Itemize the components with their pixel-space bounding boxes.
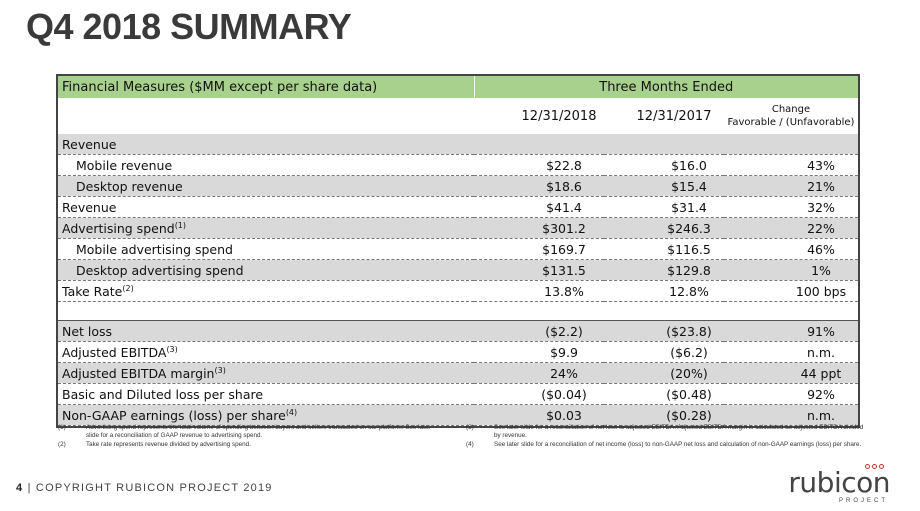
row-label: Mobile revenue <box>58 154 474 176</box>
change-label: Change <box>771 104 811 115</box>
value-2018: $301.2 <box>474 217 604 239</box>
value-2018: ($2.2) <box>474 320 604 342</box>
logo-wordmark: rubicon <box>788 466 890 499</box>
value-2017: ($23.8) <box>604 320 724 342</box>
header-financial-measures: Financial Measures ($MM except per share… <box>58 76 475 98</box>
footer-copyright: 4 | COPYRIGHT RUBICON PROJECT 2019 <box>16 482 273 494</box>
table-row: Desktop revenue $18.6 $15.4 21% <box>58 175 858 197</box>
value-change: n.m. <box>724 341 858 363</box>
row-label: Advertising spend(1) <box>58 217 474 239</box>
table-row: Basic and Diluted loss per share ($0.04)(… <box>58 383 858 405</box>
table-row: Take Rate(2) 13.8% 12.8% 100 bps <box>58 280 858 302</box>
value-2017: $16.0 <box>604 154 724 176</box>
footnotes-right: (3) See later slide for a reconciliation … <box>466 424 866 449</box>
value-2017 <box>604 134 724 155</box>
value-2018: ($0.04) <box>474 383 604 405</box>
footnote-ref: (3) <box>166 344 178 354</box>
page-title: Q4 2018 SUMMARY <box>26 6 352 47</box>
value-2017: $116.5 <box>604 238 724 260</box>
value-change: n.m. <box>724 404 858 426</box>
header-three-months-ended: Three Months Ended <box>474 76 858 98</box>
footer-separator: | <box>27 482 32 494</box>
footnotes-left: (1) Advertising spend represents the tota… <box>58 424 438 449</box>
value-2018 <box>474 134 604 155</box>
footnote: (1) Advertising spend represents the tota… <box>58 424 431 440</box>
table-row: Adjusted EBITDA(3) $9.9 ($6.2) n.m. <box>58 341 858 363</box>
table-row: Revenue $41.4 $31.4 32% <box>58 196 858 218</box>
row-label: Adjusted EBITDA(3) <box>58 341 474 363</box>
value-2017: $31.4 <box>604 196 724 218</box>
value-change: 91% <box>724 320 858 342</box>
value-change: 44 ppt <box>724 362 858 384</box>
value-change: 21% <box>724 175 858 197</box>
row-label: Desktop advertising spend <box>58 259 474 281</box>
value-change: 32% <box>724 196 858 218</box>
table-row: Mobile revenue $22.8 $16.0 43% <box>58 154 858 176</box>
change-sublabel: Favorable / (Unfavorable) <box>727 117 855 128</box>
section-spacer <box>58 301 858 321</box>
row-label: Revenue <box>58 134 474 155</box>
footnote: (2) Take rate represents revenue divided … <box>58 440 251 448</box>
table-header-row: Financial Measures ($MM except per share… <box>58 76 858 98</box>
value-2018: $0.03 <box>474 404 604 426</box>
value-2018: 24% <box>474 362 604 384</box>
footnote-ref: (3) <box>214 365 226 375</box>
value-2017: $129.8 <box>604 259 724 281</box>
value-change: 22% <box>724 217 858 239</box>
value-2018: $41.4 <box>474 196 604 218</box>
value-change: 100 bps <box>724 280 858 302</box>
value-2017: 12.8% <box>604 280 724 302</box>
row-label: Net loss <box>58 320 474 342</box>
column-header-change: Change Favorable / (Unfavorable) <box>724 98 858 134</box>
table-row: Mobile advertising spend $169.7 $116.5 46% <box>58 238 858 260</box>
value-2017: ($0.28) <box>604 404 724 426</box>
footnote-ref: (4) <box>285 407 298 417</box>
row-label: Desktop revenue <box>58 175 474 197</box>
table-row: Revenue <box>58 134 858 155</box>
logo-dots-icon <box>865 464 884 469</box>
column-header-2017: 12/31/2017 <box>636 108 712 124</box>
table-row: Desktop advertising spend $131.5 $129.8 1% <box>58 259 858 281</box>
page-number: 4 <box>16 482 24 494</box>
logo-subtext: PROJECT <box>838 498 888 504</box>
rubicon-logo: rubicon PROJECT <box>788 464 890 504</box>
table-row: Net loss ($2.2) ($23.8) 91% <box>58 320 858 342</box>
column-header-2018: 12/31/2018 <box>521 108 597 124</box>
table-row: Adjusted EBITDA margin(3) 24% (20%) 44 ppt <box>58 362 858 384</box>
value-2018: $131.5 <box>474 259 604 281</box>
value-2017: $15.4 <box>604 175 724 197</box>
row-label: Revenue <box>58 196 474 218</box>
footnote: (4) See later slide for a reconciliation … <box>466 440 862 448</box>
row-label: Take Rate(2) <box>58 280 474 302</box>
value-2018: 13.8% <box>474 280 604 302</box>
value-2018: $169.7 <box>474 238 604 260</box>
footnote: (3) See later slide for a reconciliation … <box>466 424 864 440</box>
value-change: 92% <box>724 383 858 405</box>
row-label: Basic and Diluted loss per share <box>58 383 474 405</box>
table-row: Advertising spend(1) $301.2 $246.3 22% <box>58 217 858 239</box>
row-label: Non-GAAP earnings (loss) per share(4) <box>58 404 474 426</box>
footnote-ref: (1) <box>174 220 187 230</box>
value-change: 1% <box>724 259 858 281</box>
value-2017: ($0.48) <box>604 383 724 405</box>
value-change <box>724 134 858 155</box>
table-row: Non-GAAP earnings (loss) per share(4) $0.… <box>58 404 858 426</box>
value-change: 43% <box>724 154 858 176</box>
value-2018: $18.6 <box>474 175 604 197</box>
footnote-ref: (2) <box>122 283 134 293</box>
copyright-text: COPYRIGHT RUBICON PROJECT 2019 <box>35 482 273 494</box>
value-2018: $22.8 <box>474 154 604 176</box>
column-subheader-row: 12/31/2018 12/31/2017 Change Favorable /… <box>58 98 858 134</box>
row-label: Mobile advertising spend <box>58 238 474 260</box>
value-2017: ($6.2) <box>604 341 724 363</box>
value-2018: $9.9 <box>474 341 604 363</box>
financial-summary-table: Financial Measures ($MM except per share… <box>56 74 860 428</box>
row-label: Adjusted EBITDA margin(3) <box>58 362 474 384</box>
value-change: 46% <box>724 238 858 260</box>
value-2017: (20%) <box>604 362 724 384</box>
value-2017: $246.3 <box>604 217 724 239</box>
